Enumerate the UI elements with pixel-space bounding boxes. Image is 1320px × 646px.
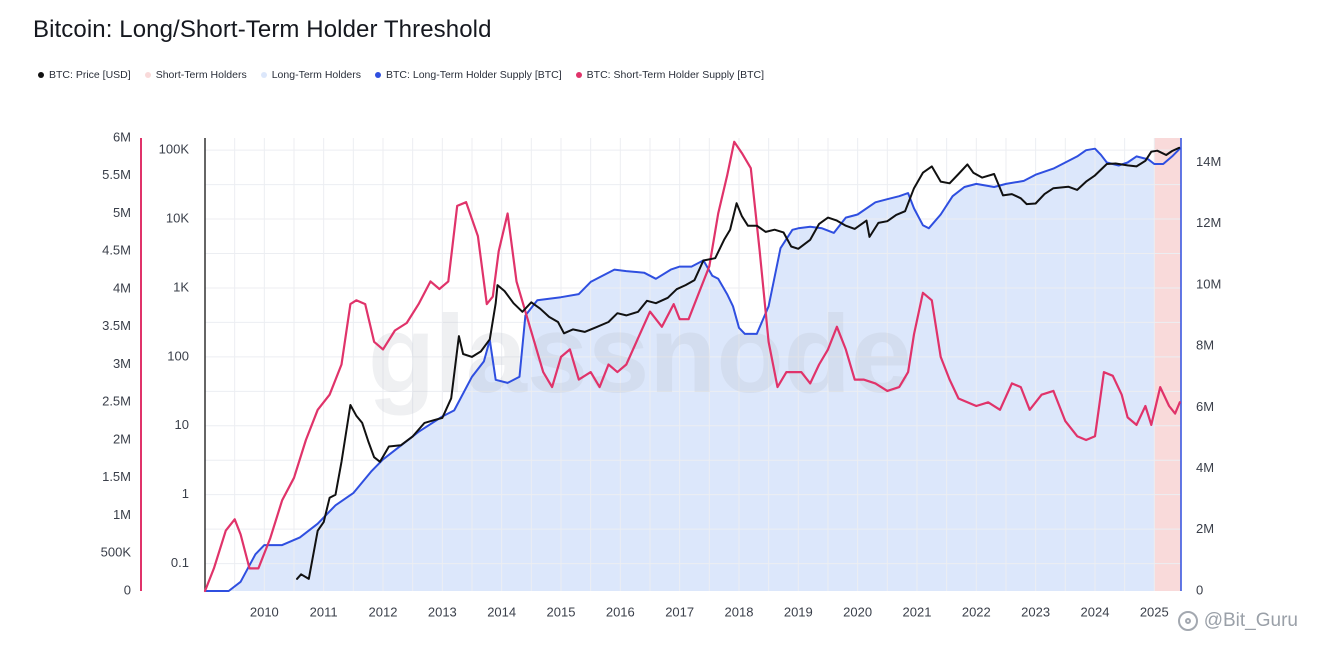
- legend-label-lth-supply: BTC: Long-Term Holder Supply [BTC]: [386, 69, 562, 81]
- legend-swatch-long-term-holders: [260, 72, 267, 78]
- tick-label-sth-axis: 6M: [113, 129, 131, 144]
- tick-label-year: 2019: [784, 604, 813, 619]
- tick-label-year: 2011: [310, 604, 338, 619]
- tick-label-price-axis: 100: [167, 348, 189, 363]
- legend-swatch-price: [38, 72, 44, 78]
- chart-legend: BTC: Price [USD] Short-Term Holders Long…: [38, 69, 764, 81]
- tick-label-year: 2017: [665, 604, 694, 619]
- tick-label-year: 2015: [547, 604, 576, 619]
- legend-label-price: BTC: Price [USD]: [49, 69, 131, 81]
- tick-label-year: 2018: [725, 604, 754, 619]
- tick-label-sth-axis: 4M: [113, 280, 131, 295]
- tick-label-price-axis: 1K: [173, 279, 189, 294]
- series-lines: [203, 140, 1181, 593]
- tick-label-sth-axis: 0: [124, 582, 131, 597]
- series-lth-supply: [204, 147, 1181, 592]
- tick-label-sth-axis: 3.5M: [102, 318, 131, 333]
- credit-watermark: @Bit_Guru: [1177, 610, 1298, 632]
- tick-label-year: 2021: [903, 604, 932, 619]
- tick-label-year: 2023: [1021, 604, 1050, 619]
- tick-label-sth-axis: 4.5M: [102, 243, 131, 258]
- legend-item-price[interactable]: BTC: Price [USD]: [38, 69, 131, 81]
- tick-label-sth-axis: 5.5M: [102, 167, 131, 182]
- series-sth-supply: [203, 140, 1181, 593]
- chart-title: Bitcoin: Long/Short-Term Holder Threshol…: [33, 16, 492, 43]
- tick-label-lth-axis: 0: [1196, 582, 1203, 597]
- short-term-holders-band: [1154, 138, 1181, 591]
- tick-label-year: 2010: [250, 604, 279, 619]
- tick-label-year: 2025: [1140, 604, 1169, 619]
- legend-label-short-term-holders: Short-Term Holders: [155, 69, 247, 81]
- tick-labels: 0 500K 1M 1.5M 2M 2.5M 3M 3.5M 4M 4.5M 5M 5.5M 6M 0.1…: [101, 129, 1222, 619]
- tick-label-price-axis: 100K: [159, 142, 190, 157]
- tick-label-lth-axis: 8M: [1196, 338, 1214, 353]
- legend-label-long-term-holders: Long-Term Holders: [271, 69, 362, 81]
- tick-label-price-axis: 10: [175, 417, 189, 432]
- legend-item-long-term-holders[interactable]: Long-Term Holders: [260, 69, 362, 81]
- tick-label-year: 2022: [962, 604, 991, 619]
- legend-item-short-term-holders[interactable]: Short-Term Holders: [144, 69, 247, 81]
- tick-label-year: 2024: [1081, 604, 1110, 619]
- legend-item-lth-supply[interactable]: BTC: Long-Term Holder Supply [BTC]: [375, 69, 562, 81]
- tick-label-lth-axis: 12M: [1196, 215, 1221, 230]
- tick-label-sth-axis: 2M: [113, 431, 131, 446]
- tick-label-year: 2020: [843, 604, 872, 619]
- tick-label-year: 2016: [606, 604, 635, 619]
- tick-label-year: 2013: [428, 604, 457, 619]
- tick-label-sth-axis: 5M: [113, 205, 131, 220]
- tick-label-lth-axis: 4M: [1196, 460, 1214, 475]
- tick-label-lth-axis: 10M: [1196, 276, 1221, 291]
- legend-swatch-short-term-holders: [144, 72, 151, 78]
- tick-label-sth-axis: 3M: [113, 356, 131, 371]
- tick-label-sth-axis: 2.5M: [102, 394, 131, 409]
- tick-label-sth-axis: 1.5M: [102, 469, 131, 484]
- tick-label-year: 2012: [369, 604, 398, 619]
- tick-label-price-axis: 0.1: [171, 555, 189, 570]
- grid-lines: [205, 138, 1181, 591]
- legend-item-sth-supply[interactable]: BTC: Short-Term Holder Supply [BTC]: [575, 69, 765, 81]
- tick-label-lth-axis: 14M: [1196, 154, 1221, 169]
- tick-label-lth-axis: 2M: [1196, 521, 1214, 536]
- credit-text: @Bit_Guru: [1203, 610, 1298, 631]
- tick-label-lth-axis: 6M: [1196, 399, 1214, 414]
- legend-swatch-lth-supply: [375, 72, 382, 78]
- tick-label-price-axis: 1: [182, 486, 189, 501]
- tick-label-year: 2014: [487, 604, 516, 619]
- legend-swatch-sth-supply: [575, 72, 582, 78]
- tick-label-price-axis: 10K: [166, 210, 189, 225]
- watermark: glassnode: [368, 293, 912, 416]
- weibo-icon: [1177, 611, 1198, 631]
- tick-label-sth-axis: 1M: [113, 507, 131, 522]
- axes: [140, 138, 1182, 591]
- tick-label-sth-axis: 500K: [101, 545, 132, 560]
- series-price: [296, 146, 1181, 580]
- legend-label-sth-supply: BTC: Short-Term Holder Supply [BTC]: [586, 69, 765, 81]
